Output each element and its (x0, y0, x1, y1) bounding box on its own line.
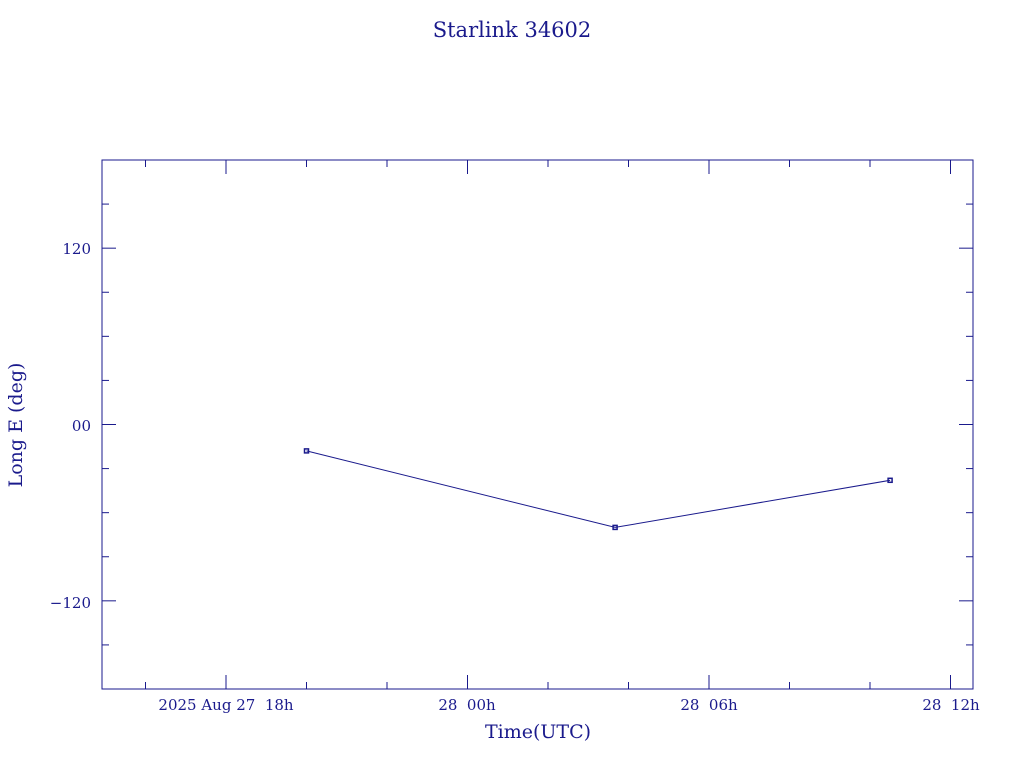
x-tick-label-28-00h: 28 00h (438, 696, 496, 714)
x-tick-label-aug27-18h: 2025 Aug 27 18h (158, 696, 294, 714)
plot-frame (101, 159, 974, 690)
x-tick-label-28-06h: 28 06h (680, 696, 738, 714)
series-line (306, 450, 891, 528)
x-axis-label: Time(UTC) (485, 721, 591, 743)
y-axis-label: Long E (deg) (5, 363, 27, 488)
y-tick-label-minus-120: −120 (50, 594, 91, 612)
series-group (303, 448, 893, 531)
chart-title: Starlink 34602 (433, 18, 592, 42)
y-tick-label-0: 00 (72, 417, 91, 435)
data-point (303, 448, 310, 454)
y-tick-label-120: 120 (62, 240, 91, 258)
data-point (612, 524, 618, 531)
axis-ticks (102, 160, 973, 689)
data-point (887, 477, 893, 484)
x-tick-label-28-12h: 28 12h (922, 696, 980, 714)
